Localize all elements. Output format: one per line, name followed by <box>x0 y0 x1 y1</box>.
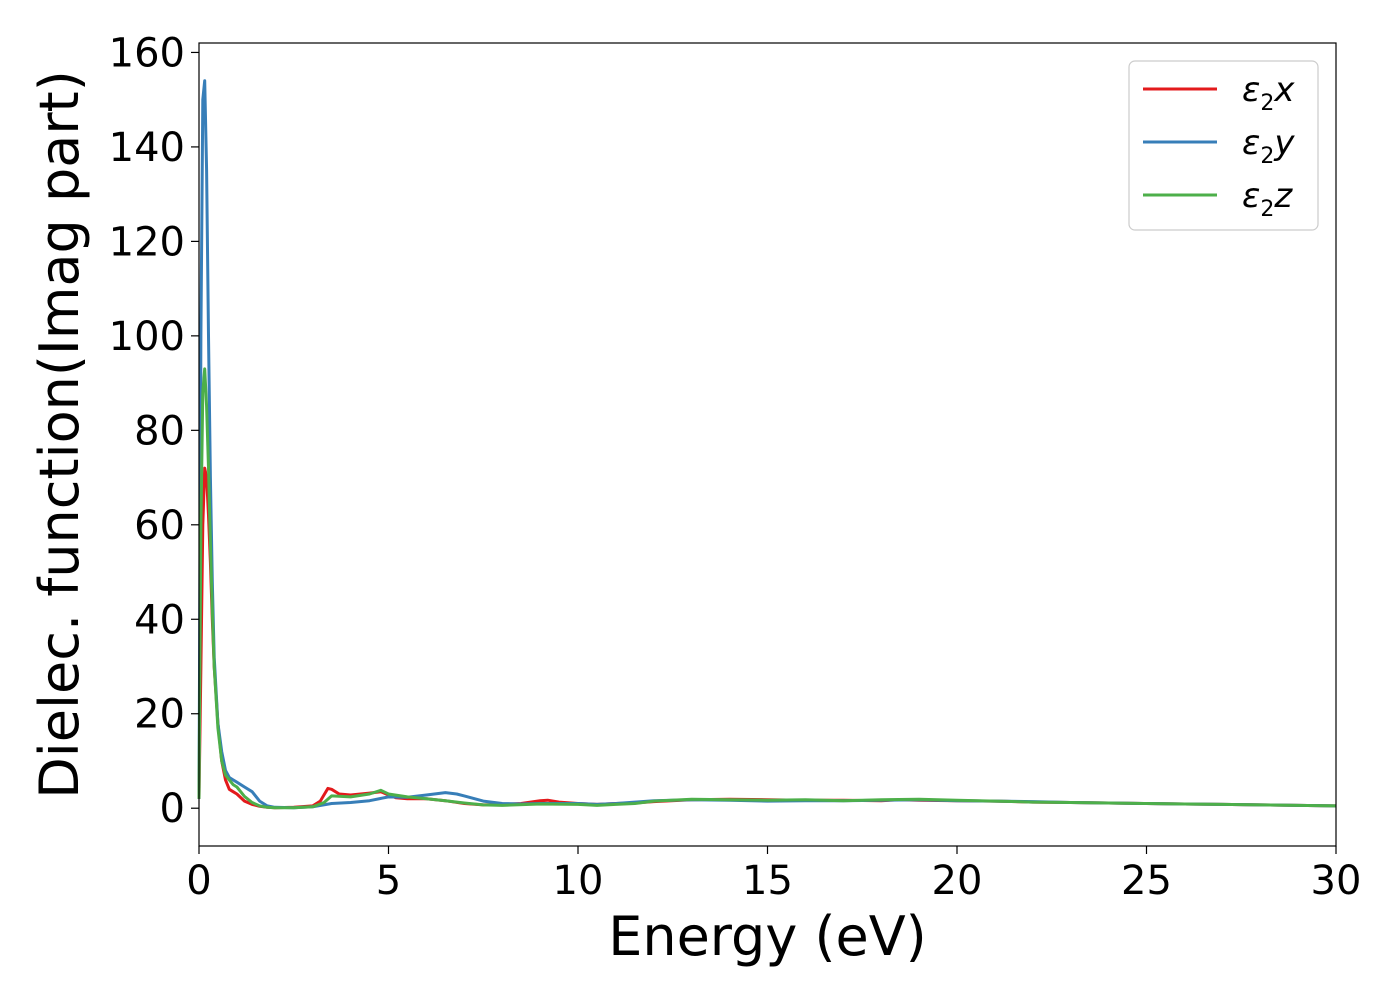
y-tick-label: 60 <box>134 503 185 549</box>
legend: ε2x ε2y ε2z <box>1128 60 1319 231</box>
legend-label-y: ε2y <box>1242 123 1295 169</box>
y-tick-label: 100 <box>109 314 185 360</box>
x-tick-label: 0 <box>186 858 211 904</box>
x-tick-label: 10 <box>553 858 604 904</box>
y-tick-label: 120 <box>109 219 185 265</box>
series-lines <box>197 79 1337 810</box>
x-axis-label: Energy (eV) <box>608 905 927 968</box>
legend-label-z: ε2z <box>1242 176 1293 222</box>
x-tick-label: 25 <box>1121 858 1172 904</box>
legend-label-x: ε2x <box>1242 70 1295 116</box>
legend-box <box>1128 60 1319 231</box>
x-tick-label: 15 <box>742 858 793 904</box>
series-line-z <box>197 367 1337 810</box>
y-tick-label: 80 <box>134 408 185 454</box>
y-tick-label: 140 <box>109 125 185 171</box>
y-tick-label: 20 <box>134 692 185 738</box>
y-axis-label: Dielec. function(Imag part) <box>28 70 91 799</box>
x-tick-label: 20 <box>932 858 983 904</box>
y-axis-ticks: 0 20 40 60 80 100 120 140 160 <box>109 30 199 832</box>
y-tick-label: 40 <box>134 597 185 643</box>
x-axis-ticks: 0 5 10 15 20 25 30 <box>186 846 1361 904</box>
y-tick-label: 160 <box>109 30 185 76</box>
x-tick-label: 30 <box>1311 858 1362 904</box>
x-tick-label: 5 <box>376 858 401 904</box>
y-tick-label: 0 <box>160 786 185 832</box>
